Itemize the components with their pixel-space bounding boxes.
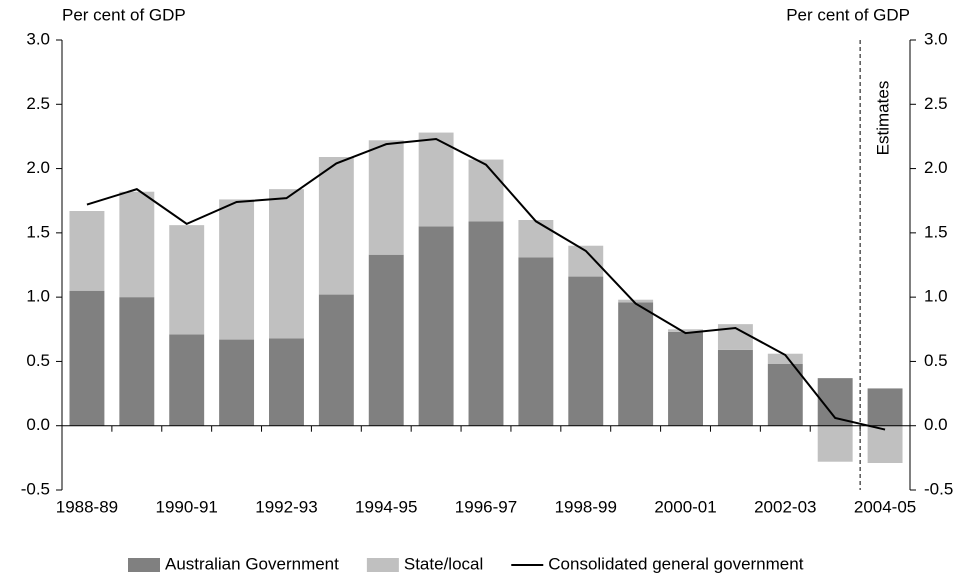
bar xyxy=(69,211,105,291)
y-tick-label: 1.0 xyxy=(26,287,50,306)
bar xyxy=(618,299,654,303)
bar xyxy=(219,339,255,426)
bar xyxy=(518,220,554,258)
y2-tick-label: 1.0 xyxy=(924,287,948,306)
legend-label: Australian Government xyxy=(165,554,339,573)
legend-label: Consolidated general government xyxy=(548,554,803,573)
bar xyxy=(867,388,903,426)
bar xyxy=(468,221,504,426)
bar xyxy=(119,191,155,298)
x-tick-label: 2002-03 xyxy=(754,497,816,516)
bar xyxy=(119,297,155,426)
y2-tick-label: -0.5 xyxy=(924,479,953,498)
bar xyxy=(618,302,654,426)
x-tick-label: 2000-01 xyxy=(654,497,716,516)
bar xyxy=(717,349,753,426)
legend-swatch xyxy=(128,558,160,572)
x-tick-label: 1994-95 xyxy=(355,497,417,516)
bar xyxy=(668,329,703,332)
y2-tick-label: 0.0 xyxy=(924,415,948,434)
bar xyxy=(468,159,504,222)
annotation: Estimates xyxy=(874,81,893,156)
bar xyxy=(318,294,354,426)
x-tick-label: 1998-99 xyxy=(555,497,617,516)
bar xyxy=(418,132,454,227)
bar xyxy=(867,425,903,463)
y2-tick-label: 3.0 xyxy=(924,29,948,48)
bar xyxy=(269,338,304,426)
bar xyxy=(767,353,803,364)
y-tick-label: 1.5 xyxy=(26,222,50,241)
bar xyxy=(668,331,703,426)
bar xyxy=(368,140,404,255)
y-tick-label: 2.0 xyxy=(26,158,50,177)
bar xyxy=(169,225,205,335)
y-tick-label: 3.0 xyxy=(26,29,50,48)
line xyxy=(86,137,886,431)
bar xyxy=(169,334,205,426)
bar xyxy=(318,157,354,295)
bar xyxy=(518,257,554,426)
bar xyxy=(269,189,304,339)
y2-tick-label: 2.0 xyxy=(924,158,948,177)
bar xyxy=(69,290,105,426)
bar xyxy=(219,199,255,340)
y-axis-label: Per cent of GDP xyxy=(62,5,186,24)
bar xyxy=(817,425,853,462)
bar xyxy=(418,226,454,426)
x-tick-label: 2004-05 xyxy=(854,497,916,516)
legend-swatch xyxy=(366,558,399,572)
bar xyxy=(368,254,404,426)
y-tick-label: -0.5 xyxy=(21,479,50,498)
y2-tick-label: 0.5 xyxy=(924,351,948,370)
x-tick-label: 1992-93 xyxy=(255,497,317,516)
x-tick-label: 1996-97 xyxy=(455,497,517,516)
y-tick-label: 0.5 xyxy=(26,351,50,370)
x-tick-label: 1990-91 xyxy=(156,497,218,516)
y2-tick-label: 2.5 xyxy=(924,94,948,113)
x-tick-label: 1988-89 xyxy=(56,497,118,516)
bar xyxy=(568,276,604,426)
y-tick-label: 2.5 xyxy=(26,94,50,113)
y-tick-label: 0.0 xyxy=(26,415,50,434)
bar xyxy=(767,364,803,426)
y2-axis-label: Per cent of GDP xyxy=(786,5,910,24)
y2-tick-label: 1.5 xyxy=(924,222,948,241)
legend-label: State/local xyxy=(404,554,483,573)
